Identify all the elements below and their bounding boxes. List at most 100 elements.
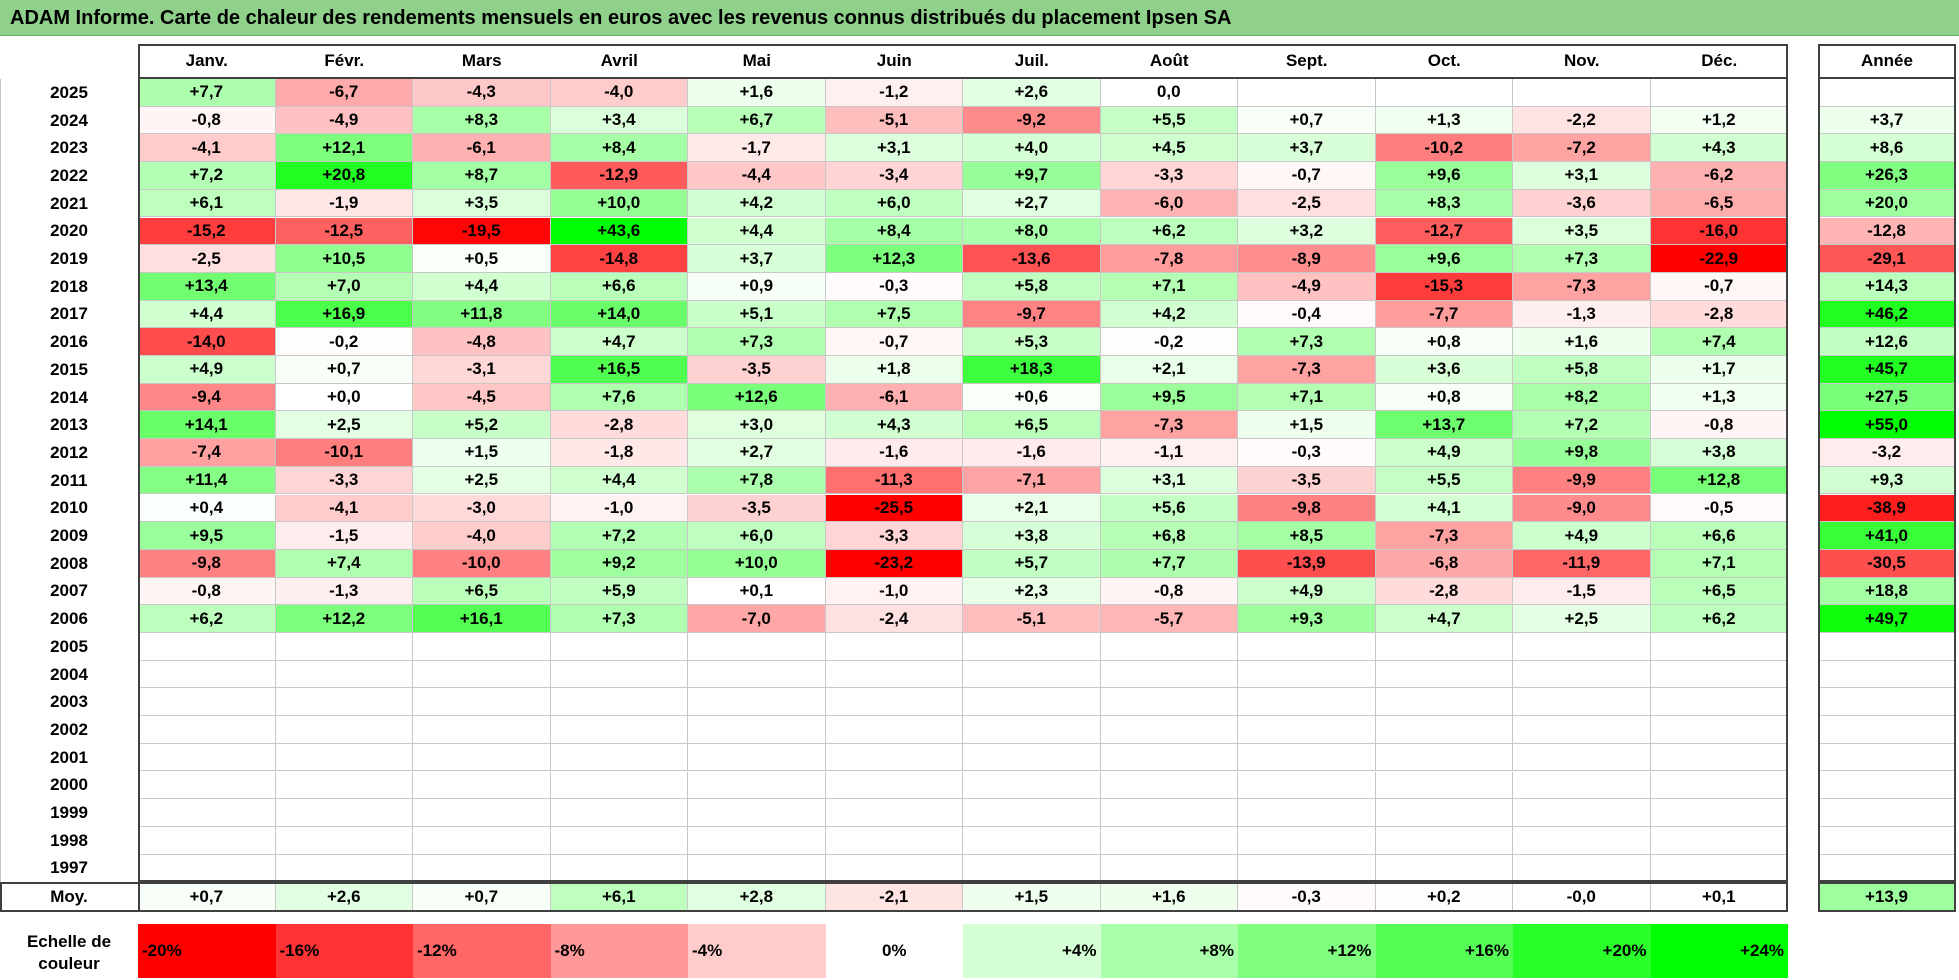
heatmap-cell: +4,3 [825, 411, 963, 440]
heatmap-cell: +6,2 [1100, 217, 1238, 246]
annual-cell: -30,5 [1818, 549, 1956, 578]
annual-cell [1818, 633, 1956, 661]
heatmap-cell [275, 688, 413, 717]
heatmap-cell [138, 688, 276, 717]
heatmap-cell: +6,1 [138, 189, 276, 218]
heatmap-cell: +0,1 [688, 577, 826, 606]
heatmap-cell: +5,1 [688, 300, 826, 329]
heatmap-cell: -9,9 [1513, 466, 1651, 495]
year-label: 2012 [50, 442, 88, 462]
heatmap-cell: +16,5 [550, 356, 688, 384]
heatmap-cell: +8,3 [413, 106, 551, 135]
heatmap-cell: -9,4 [138, 383, 276, 412]
year-label: 2022 [50, 165, 88, 185]
heatmap-cell: +6,2 [138, 605, 276, 633]
heatmap-cell: -15,3 [1375, 272, 1513, 301]
heatmap-cell: +4,9 [1375, 439, 1513, 467]
year-label: 2010 [50, 498, 88, 518]
heatmap-cell: +9,6 [1375, 162, 1513, 190]
heatmap-cell [1375, 660, 1513, 689]
heatmap-cell [413, 716, 551, 744]
heatmap-cell: -11,3 [825, 466, 963, 495]
year-label: 2021 [50, 193, 88, 213]
year-label: 2008 [50, 553, 88, 573]
heatmap-cell [1238, 771, 1376, 800]
average-cell: +2,8 [688, 882, 826, 912]
heatmap-cell [413, 633, 551, 661]
month-header: Août [1100, 44, 1238, 79]
heatmap-cell: +1,2 [1650, 106, 1788, 135]
heatmap-cell: +4,1 [1375, 494, 1513, 523]
heatmap-cell: +7,3 [1238, 328, 1376, 356]
heatmap-cell: +3,8 [1650, 439, 1788, 467]
heatmap-cell [1100, 826, 1238, 855]
heatmap-cell: +0,6 [963, 383, 1101, 412]
month-header: Juil. [963, 44, 1101, 79]
heatmap-cell: -0,3 [1238, 439, 1376, 467]
heatmap-cell: -9,8 [138, 549, 276, 578]
average-label: Moy. [50, 887, 88, 906]
heatmap-cell: -14,8 [550, 245, 688, 273]
heatmap-cell: +1,3 [1650, 383, 1788, 412]
heatmap-cell [963, 743, 1101, 772]
average-cell: -0,3 [1238, 882, 1376, 912]
heatmap-cell: -7,7 [1375, 300, 1513, 329]
heatmap-cell [825, 854, 963, 883]
scale-swatch: 0% [825, 924, 963, 978]
annual-cell [1818, 688, 1956, 717]
year-label: 1997 [50, 858, 88, 878]
heatmap-cell: -1,0 [825, 577, 963, 606]
heatmap-cell: +3,5 [413, 189, 551, 218]
heatmap-cell [963, 660, 1101, 689]
annual-cell: +55,0 [1818, 411, 1956, 440]
heatmap-cell [413, 688, 551, 717]
annual-cell: +18,8 [1818, 577, 1956, 606]
heatmap-cell: +9,2 [550, 549, 688, 578]
heatmap-cell: -4,9 [275, 106, 413, 135]
scale-swatch: +12% [1238, 924, 1376, 978]
heatmap-cell: +2,5 [275, 411, 413, 440]
heatmap-cell: -0,8 [1650, 411, 1788, 440]
heatmap-cell: +3,7 [688, 245, 826, 273]
heatmap-cell: +12,8 [1650, 466, 1788, 495]
heatmap-cell [1513, 660, 1651, 689]
heatmap-cell [1238, 660, 1376, 689]
annual-cell: -38,9 [1818, 494, 1956, 523]
heatmap-cell: +10,0 [550, 189, 688, 218]
heatmap-cell: +16,1 [413, 605, 551, 633]
heatmap-cell [1513, 716, 1651, 744]
heatmap-cell: +3,6 [1375, 356, 1513, 384]
scale-swatch: +8% [1100, 924, 1238, 978]
heatmap-cell: +1,3 [1375, 106, 1513, 135]
heatmap-cell: -0,2 [1100, 328, 1238, 356]
heatmap-cell: -6,1 [825, 383, 963, 412]
heatmap-cell: -2,8 [1650, 300, 1788, 329]
month-header: Déc. [1650, 44, 1788, 79]
heatmap-cell [688, 771, 826, 800]
heatmap-cell [963, 716, 1101, 744]
heatmap-cell: -15,2 [138, 217, 276, 246]
month-header: Nov. [1513, 44, 1651, 79]
heatmap-cell: +6,5 [413, 577, 551, 606]
heatmap-cell: +7,1 [1650, 549, 1788, 578]
heatmap-cell [275, 743, 413, 772]
heatmap-cell: +12,3 [825, 245, 963, 273]
heatmap-cell: +6,5 [963, 411, 1101, 440]
heatmap-cell: +8,2 [1513, 383, 1651, 412]
heatmap-cell [1513, 633, 1651, 661]
heatmap-cell: +7,7 [1100, 549, 1238, 578]
heatmap-cell [275, 660, 413, 689]
heatmap-cell: -4,3 [413, 79, 551, 107]
scale-swatch: -4% [688, 924, 826, 978]
heatmap-cell [825, 660, 963, 689]
heatmap-cell [275, 826, 413, 855]
heatmap-cell: -0,5 [1650, 494, 1788, 523]
heatmap-cell [1375, 771, 1513, 800]
annual-cell: +3,7 [1818, 106, 1956, 135]
heatmap-cell: -8,9 [1238, 245, 1376, 273]
heatmap-cell: -2,2 [1513, 106, 1651, 135]
heatmap-cell: -0,7 [825, 328, 963, 356]
scale-swatch: -12% [413, 924, 551, 978]
heatmap-cell: +4,2 [688, 189, 826, 218]
heatmap-cell: +11,8 [413, 300, 551, 329]
